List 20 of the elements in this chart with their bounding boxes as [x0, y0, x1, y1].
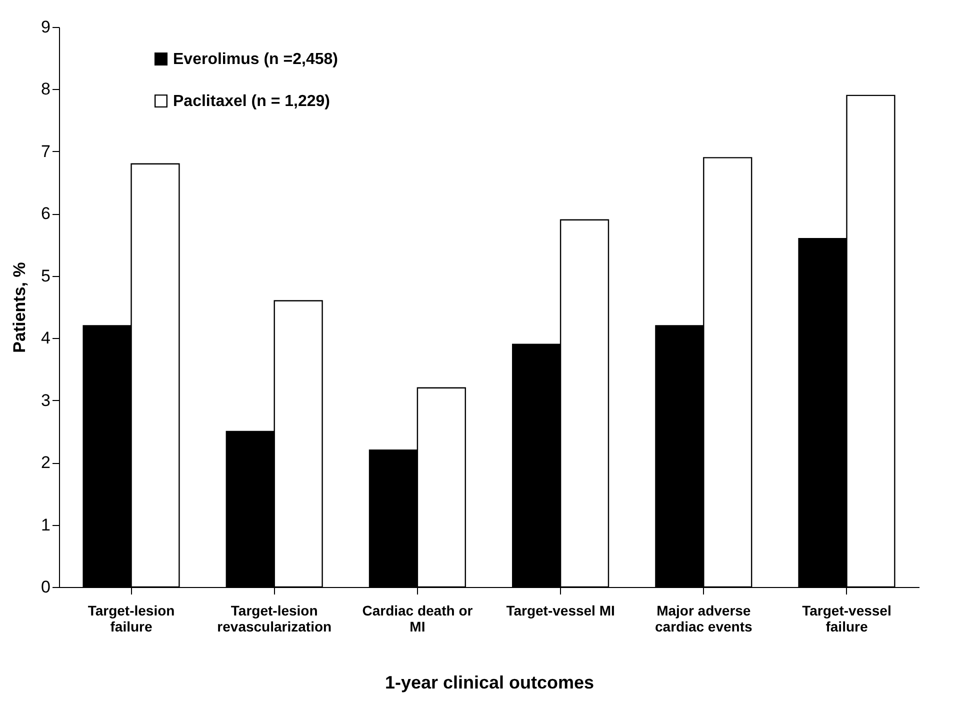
x-tick-label: Target-lesion failure	[88, 602, 175, 634]
legend-label: Paclitaxel (n = 1,229)	[173, 93, 330, 110]
x-tick-label: Target-vessel failure	[802, 602, 892, 634]
legend-label: Everolimus (n =2,458)	[173, 51, 338, 68]
y-tick-label: 5	[41, 266, 50, 286]
y-tick-label: 4	[41, 328, 50, 348]
x-tick-label: Major adverse cardiac events	[654, 602, 752, 634]
x-tick-label: Target-lesion revascularization	[217, 602, 332, 634]
y-axis-title: Patients, %	[10, 262, 30, 353]
y-tick-label: 6	[41, 204, 50, 224]
y-tick-label: 9	[41, 18, 50, 36]
y-tick-label: 0	[41, 578, 50, 596]
y-tick-label: 2	[41, 453, 50, 472]
x-tick-label: Target-vessel MI	[506, 602, 615, 618]
y-tick-label: 8	[41, 80, 50, 99]
x-tick-label: Cardiac death or MI	[362, 602, 474, 634]
y-tick-label: 7	[41, 142, 50, 161]
x-axis-title: 1-year clinical outcomes	[384, 672, 594, 692]
y-tick-label: 1	[41, 515, 50, 534]
y-tick-label: 3	[41, 390, 50, 410]
